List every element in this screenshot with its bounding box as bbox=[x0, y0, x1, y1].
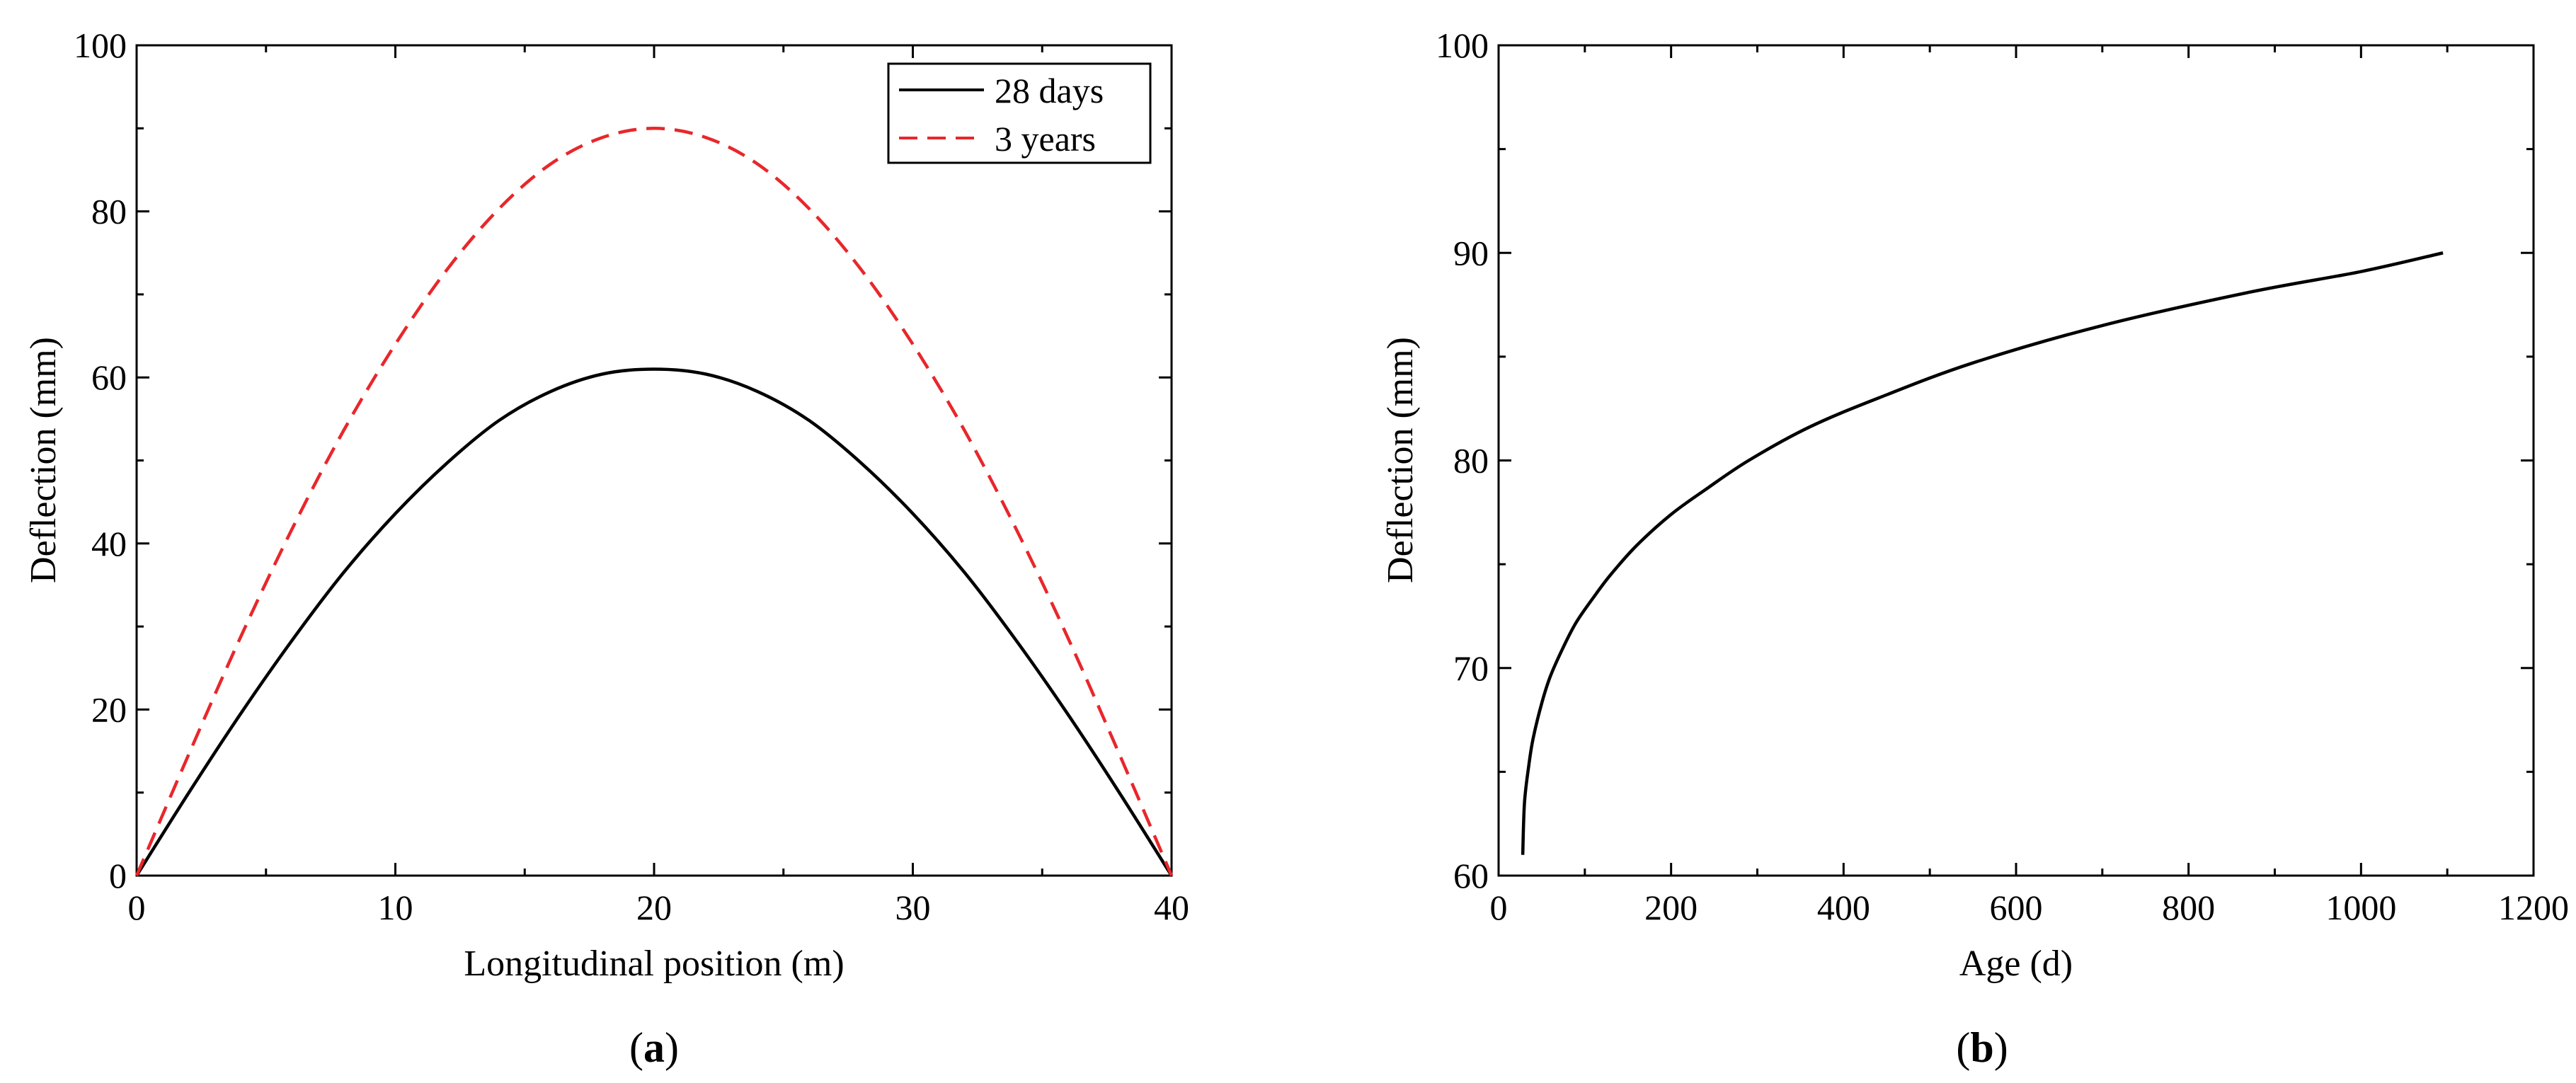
x-tick-label: 400 bbox=[1817, 888, 1870, 927]
legend: 28 days 3 years bbox=[887, 62, 1152, 164]
y-tick-label: 90 bbox=[1453, 233, 1489, 273]
y-tick-label: 60 bbox=[91, 357, 127, 397]
plot-area-frame bbox=[135, 44, 1173, 877]
plot-area-frame bbox=[1497, 44, 2535, 877]
y-tick-label: 0 bbox=[109, 856, 127, 895]
x-tick-label: 600 bbox=[1990, 888, 2043, 927]
panel-b: 0 200 400 600 800 1000 1200 60 70 80 90 100 Age (d… bbox=[1380, 25, 2569, 1071]
x-tick-label: 40 bbox=[1154, 888, 1189, 927]
caption-close: ) bbox=[665, 1024, 679, 1071]
y-tick-label: 100 bbox=[1436, 25, 1489, 65]
y-tick-label: 20 bbox=[91, 689, 127, 729]
x-tick-label: 200 bbox=[1644, 888, 1698, 927]
legend-label-28-days: 28 days bbox=[995, 71, 1104, 110]
y-tick-label: 100 bbox=[74, 25, 127, 65]
x-tick-label: 1200 bbox=[2498, 888, 2569, 927]
y-tick-label: 60 bbox=[1453, 856, 1489, 895]
panel-caption-a: (a) bbox=[629, 1024, 679, 1071]
caption-open: ( bbox=[629, 1024, 643, 1071]
series-group bbox=[1521, 251, 2444, 855]
x-tick-label: 10 bbox=[378, 888, 413, 927]
tick-marks bbox=[135, 44, 1173, 877]
x-tick-label: 1000 bbox=[2325, 888, 2396, 927]
tick-marks bbox=[1497, 44, 2535, 877]
y-axis-title: Deflection (mm) bbox=[23, 337, 64, 583]
legend-box bbox=[887, 62, 1152, 164]
x-tick-label: 0 bbox=[128, 888, 146, 927]
y-tick-label: 70 bbox=[1453, 648, 1489, 688]
x-tick-label: 20 bbox=[636, 888, 672, 927]
y-axis-title: Deflection (mm) bbox=[1380, 337, 1421, 583]
y-tick-label: 80 bbox=[91, 192, 127, 231]
x-tick-label: 800 bbox=[2162, 888, 2215, 927]
caption-close: ) bbox=[1994, 1024, 2008, 1071]
panel-a: 0 10 20 30 40 0 20 40 60 80 100 Longitudinal posi… bbox=[23, 25, 1189, 1071]
caption-open: ( bbox=[1956, 1024, 1970, 1071]
caption-letter: a bbox=[643, 1024, 665, 1071]
x-tick-label: 30 bbox=[895, 888, 931, 927]
series-line-deflection bbox=[1521, 251, 2444, 855]
y-tick-label: 40 bbox=[91, 524, 127, 563]
x-tick-labels: 0 10 20 30 40 bbox=[128, 888, 1190, 927]
x-tick-labels: 0 200 400 600 800 1000 1200 bbox=[1490, 888, 2570, 927]
legend-label-3-years: 3 years bbox=[995, 119, 1096, 159]
x-axis-title: Longitudinal position (m) bbox=[464, 944, 844, 984]
x-tick-label: 0 bbox=[1490, 888, 1508, 927]
series-group bbox=[134, 127, 1174, 877]
x-axis-title: Age (d) bbox=[1959, 944, 2073, 984]
caption-letter: b bbox=[1970, 1024, 1993, 1071]
y-tick-labels: 60 70 80 90 100 bbox=[1436, 25, 1489, 895]
series-line-3-years bbox=[134, 127, 1174, 876]
y-tick-label: 80 bbox=[1453, 441, 1489, 481]
series-line-28-days bbox=[135, 367, 1173, 877]
panel-caption-b: (b) bbox=[1956, 1024, 2008, 1071]
y-tick-labels: 0 20 40 60 80 100 bbox=[74, 25, 127, 895]
